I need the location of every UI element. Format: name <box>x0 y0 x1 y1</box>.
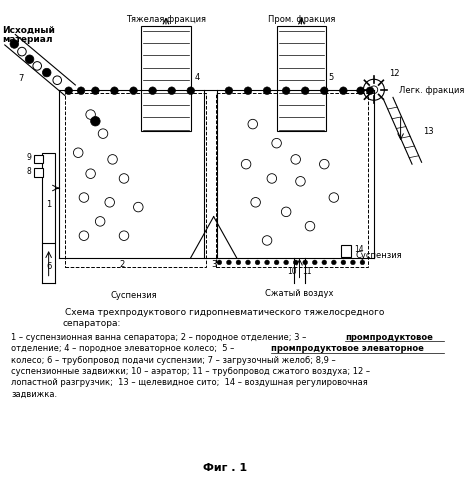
Circle shape <box>236 260 241 265</box>
Text: 7: 7 <box>18 74 24 83</box>
Text: Пром. фракция: Пром. фракция <box>268 15 335 24</box>
Text: Суспензия: Суспензия <box>110 290 157 300</box>
Bar <box>35 154 43 163</box>
Text: отделение; 4 – породное элеваторное колесо;  5 –: отделение; 4 – породное элеваторное коле… <box>11 344 237 353</box>
Circle shape <box>91 116 100 126</box>
Text: задвижка.: задвижка. <box>11 390 58 399</box>
Circle shape <box>293 260 298 265</box>
Text: Схема трехпродуктового гидропневматического тяжелосредного: Схема трехпродуктового гидропневматическ… <box>65 308 385 317</box>
Bar <box>35 168 43 176</box>
Text: суспензионные задвижки; 10 – аэратор; 11 – трубопровод сжатого воздуха; 12 –: суспензионные задвижки; 10 – аэратор; 11… <box>11 367 370 376</box>
Circle shape <box>341 260 346 265</box>
Bar <box>42 152 55 244</box>
Circle shape <box>65 87 72 94</box>
Text: Легк. фракция: Легк. фракция <box>399 86 464 94</box>
Text: Тяжелая фракция: Тяжелая фракция <box>126 15 206 24</box>
Circle shape <box>312 260 317 265</box>
Circle shape <box>357 87 364 94</box>
Text: Фиг . 1: Фиг . 1 <box>203 464 247 473</box>
Circle shape <box>366 87 374 94</box>
Circle shape <box>244 87 252 94</box>
Circle shape <box>303 260 307 265</box>
Circle shape <box>168 87 175 94</box>
Circle shape <box>301 87 309 94</box>
Text: 1 – суспензионная ванна сепаратора; 2 – породное отделение; 3 –: 1 – суспензионная ванна сепаратора; 2 – … <box>11 332 309 342</box>
Circle shape <box>227 260 231 265</box>
Bar <box>65 92 206 267</box>
Text: промпродуктовое элеваторное: промпродуктовое элеваторное <box>271 344 424 353</box>
Circle shape <box>340 87 347 94</box>
Text: Сжатый воздух: Сжатый воздух <box>265 289 334 298</box>
Text: Исходный: Исходный <box>2 26 55 35</box>
Circle shape <box>217 260 222 265</box>
Circle shape <box>43 68 51 77</box>
Text: 11: 11 <box>302 267 312 276</box>
Circle shape <box>332 260 336 265</box>
Text: 6: 6 <box>46 262 52 271</box>
Bar <box>277 26 326 131</box>
Circle shape <box>245 260 250 265</box>
Text: 9: 9 <box>26 154 31 162</box>
Text: 5: 5 <box>328 73 333 82</box>
Circle shape <box>321 87 328 94</box>
Circle shape <box>360 260 365 265</box>
Text: 1: 1 <box>46 200 51 209</box>
Text: 8: 8 <box>26 166 31 175</box>
Text: промпродуктовое: промпродуктовое <box>345 332 433 342</box>
Text: материал: материал <box>2 35 53 44</box>
Text: сепаратора:: сепаратора: <box>63 320 122 328</box>
Text: 13: 13 <box>423 126 434 136</box>
Circle shape <box>149 87 157 94</box>
Circle shape <box>111 87 118 94</box>
Circle shape <box>350 260 355 265</box>
Circle shape <box>77 87 85 94</box>
Text: колесо; 6 – трубопровод подачи суспензии; 7 – загрузочный желоб; 8,9 –: колесо; 6 – трубопровод подачи суспензии… <box>11 356 336 364</box>
Text: лопастной разгрузчик;  13 – щелевидное сито;  14 – воздушная регулировочная: лопастной разгрузчик; 13 – щелевидное си… <box>11 378 368 388</box>
Circle shape <box>263 87 271 94</box>
Text: 12: 12 <box>389 70 400 78</box>
Circle shape <box>322 260 327 265</box>
Circle shape <box>187 87 194 94</box>
Text: 3: 3 <box>211 260 216 269</box>
Circle shape <box>130 87 137 94</box>
Circle shape <box>25 55 34 64</box>
Circle shape <box>284 260 289 265</box>
Text: 14: 14 <box>354 245 363 254</box>
Bar <box>342 245 351 256</box>
Circle shape <box>225 87 233 94</box>
Text: Суспензия: Суспензия <box>356 250 403 260</box>
Bar <box>141 26 191 131</box>
Circle shape <box>92 87 99 94</box>
Bar <box>216 92 368 267</box>
Circle shape <box>282 87 290 94</box>
Circle shape <box>274 260 279 265</box>
Circle shape <box>10 40 18 48</box>
Text: 10: 10 <box>287 267 297 276</box>
Text: 4: 4 <box>194 73 200 82</box>
Text: 2: 2 <box>120 260 125 269</box>
Circle shape <box>265 260 270 265</box>
Circle shape <box>255 260 260 265</box>
